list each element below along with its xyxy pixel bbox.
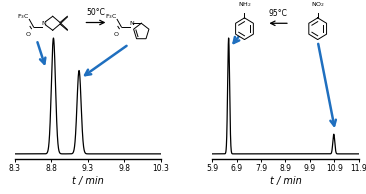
Text: 95°C: 95°C <box>269 9 288 18</box>
Text: 50°C: 50°C <box>86 8 105 17</box>
X-axis label: t / min: t / min <box>72 176 104 186</box>
Text: O: O <box>25 32 30 37</box>
X-axis label: t / min: t / min <box>270 176 301 186</box>
Text: a): a) <box>9 0 23 2</box>
Text: $\mathrm{NO_2}$: $\mathrm{NO_2}$ <box>311 0 325 9</box>
Text: $\mathrm{F_3C}$: $\mathrm{F_3C}$ <box>17 12 30 21</box>
Text: b): b) <box>202 0 217 2</box>
Text: N: N <box>42 21 46 26</box>
Text: $\mathrm{F_3C}$: $\mathrm{F_3C}$ <box>105 12 117 21</box>
Text: $\mathrm{NH_2}$: $\mathrm{NH_2}$ <box>238 0 251 9</box>
Text: O: O <box>113 32 118 37</box>
Text: N: N <box>130 21 134 26</box>
